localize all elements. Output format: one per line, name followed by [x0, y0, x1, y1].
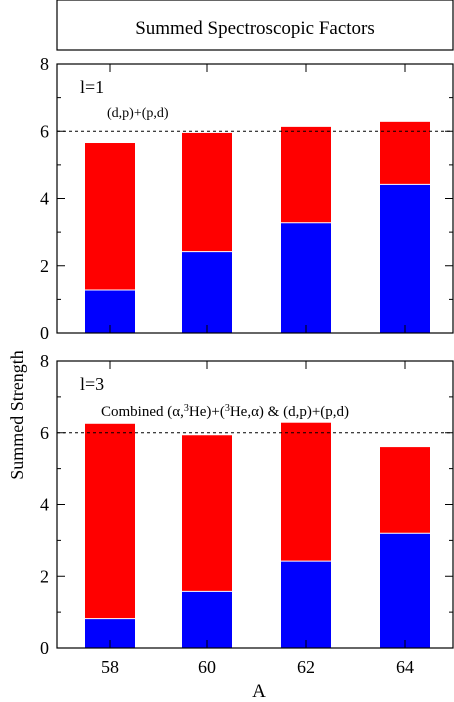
- y-tick-label: 8: [40, 54, 49, 74]
- figure-title: Summed Spectroscopic Factors: [135, 18, 375, 39]
- y-tick-label: 2: [40, 566, 49, 586]
- y-axis-title: Summed Strength: [7, 350, 27, 480]
- panel-label: l=1: [80, 77, 104, 97]
- y-tick-label: 2: [40, 256, 49, 276]
- reaction-label: Combined (α,3He)+(3He,α) & (d,p)+(p,d): [101, 403, 349, 421]
- bar-58-red: [85, 423, 135, 619]
- bar-58-red: [85, 143, 135, 290]
- y-tick-label: 4: [40, 189, 49, 209]
- x-tick-label: 58: [101, 657, 119, 677]
- y-tick-label: 4: [40, 495, 49, 515]
- y-tick-label: 6: [40, 121, 49, 141]
- bar-60-red: [182, 435, 232, 592]
- bar-64-blue: [380, 184, 430, 333]
- bar-62-red: [281, 126, 331, 223]
- bar-62-blue: [281, 222, 331, 333]
- y-tick-label: 0: [40, 323, 49, 343]
- bar-60-blue: [182, 251, 232, 333]
- panel-label: l=3: [80, 374, 104, 394]
- bar-64-red: [380, 447, 430, 534]
- bar-64-red: [380, 121, 430, 185]
- panel-1: 0 2 4 6 8 l=1(d,p)+(p,d): [40, 54, 454, 343]
- x-tick-label: 62: [297, 657, 315, 677]
- bar-60-blue: [182, 591, 232, 648]
- bar-62-red: [281, 422, 331, 562]
- x-tick-label: 60: [198, 657, 216, 677]
- x-axis-title: A: [252, 681, 266, 702]
- bar-64-blue: [380, 533, 430, 648]
- x-tick-label: 64: [396, 657, 414, 677]
- y-tick-label: 8: [40, 351, 49, 371]
- bar-60-red: [182, 132, 232, 252]
- y-tick-label: 0: [40, 638, 49, 658]
- bar-62-blue: [281, 561, 331, 648]
- y-tick-label: 6: [40, 423, 49, 443]
- reaction-label: (d,p)+(p,d): [107, 106, 169, 121]
- panels: 0 2 4 6 8 l=1(d,p)+(p,d) 0 2 4 6 8 l=3 Combined (α,3…: [40, 54, 454, 677]
- panel-2: 0 2 4 6 8 l=3 Combined (α,3He)+(3He,α) & (d,p)…: [40, 351, 454, 677]
